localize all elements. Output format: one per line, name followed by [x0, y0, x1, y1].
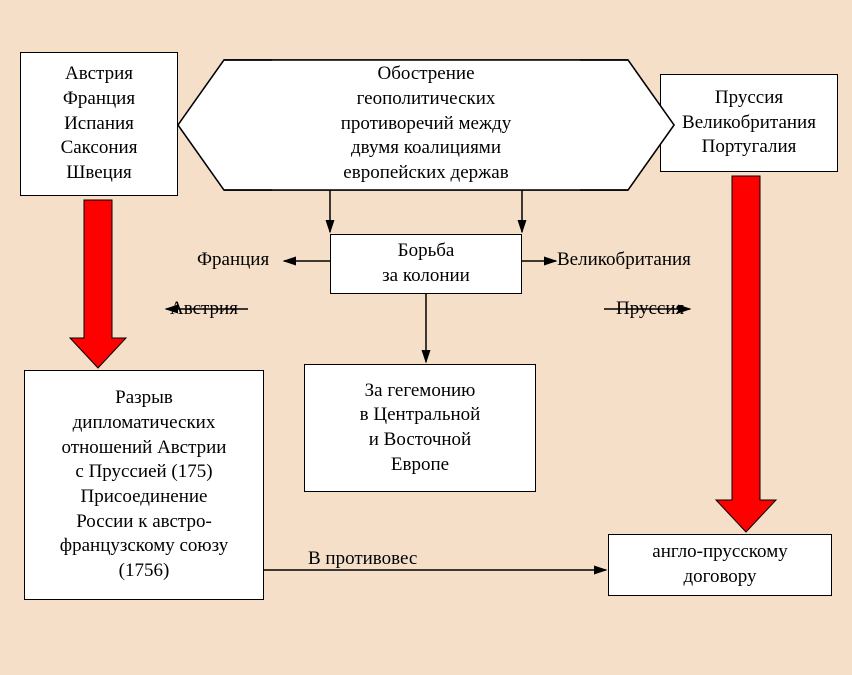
coalition-b-box: Пруссия Великобритания Португалия	[660, 74, 838, 172]
austria-break-line2: отношений Австрии	[62, 436, 227, 461]
austria-break-line3: с Пруссией (175)	[75, 460, 212, 485]
hegemony-line2: и Восточной	[369, 428, 471, 453]
anglo-pruss-line0: англо-прусскому	[652, 540, 787, 565]
coalition-b-line2: Португалия	[702, 135, 797, 160]
hegemony-line3: Европе	[391, 453, 449, 478]
austria-break-line4: Присоединение	[81, 485, 208, 510]
anglo-pruss-line1: договору	[683, 565, 756, 590]
colonies-line1: за колонии	[382, 264, 470, 289]
central-line2: противоречий между	[341, 112, 512, 137]
label-prussia: Пруссия	[616, 298, 684, 320]
red-arrow-left	[70, 200, 126, 368]
coalition-b-line1: Великобритания	[682, 111, 816, 136]
colonies-line0: Борьба	[398, 239, 455, 264]
big-arrow-left	[178, 60, 272, 190]
label-austria: Австрия	[170, 298, 238, 320]
coalition-b-line0: Пруссия	[715, 86, 783, 111]
austria-break-box: Разрыв дипломатических отношений Австрии…	[24, 370, 264, 600]
hegemony-line1: в Центральной	[360, 403, 481, 428]
central-line1: геополитических	[357, 87, 496, 112]
coalition-a-box: Австрия Франция Испания Саксония Швеция	[20, 52, 178, 196]
hegemony-line0: За гегемонию	[365, 379, 476, 404]
coalition-a-line1: Франция	[63, 87, 135, 112]
coalition-a-line0: Австрия	[65, 62, 133, 87]
coalition-a-line3: Саксония	[61, 136, 138, 161]
austria-break-line6: французскому союзу	[60, 534, 228, 559]
red-arrow-right	[716, 176, 776, 532]
austria-break-line5: России к австро-	[76, 510, 212, 535]
central-line4: европейских держав	[343, 161, 508, 186]
central-line3: двумя коалициями	[351, 136, 501, 161]
austria-break-line0: Разрыв	[115, 386, 173, 411]
austria-break-line1: дипломатических	[73, 411, 216, 436]
hegemony-box: За гегемонию в Центральной и Восточной Е…	[304, 364, 536, 492]
label-britain: Великобритания	[557, 249, 691, 271]
austria-break-line7: (1756)	[119, 559, 170, 584]
colonies-box: Борьба за колонии	[330, 234, 522, 294]
coalition-a-line4: Швеция	[66, 161, 132, 186]
anglo-prussian-box: англо-прусскому договору	[608, 534, 832, 596]
label-france: Франция	[197, 249, 269, 271]
coalition-a-line2: Испания	[64, 112, 134, 137]
central-line0: Обострение	[377, 62, 474, 87]
label-counterweight: В противовес	[308, 548, 417, 570]
central-top-text: Обострение геополитических противоречий …	[272, 60, 580, 188]
